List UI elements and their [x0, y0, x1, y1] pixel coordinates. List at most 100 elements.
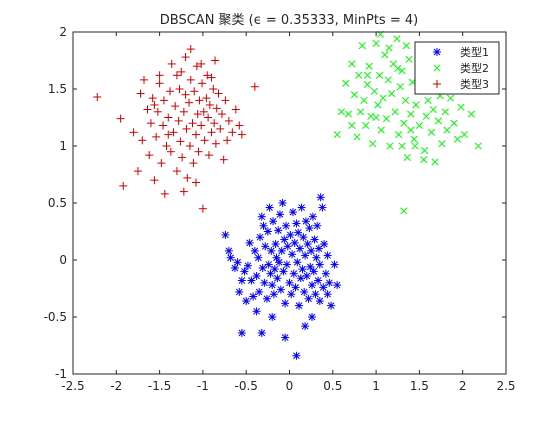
- data-point: [318, 203, 327, 212]
- data-point: [250, 246, 259, 255]
- data-point: [164, 113, 173, 122]
- data-point: [138, 136, 147, 145]
- data-point: [255, 287, 264, 296]
- data-point: [323, 251, 332, 260]
- data-point: [388, 90, 396, 98]
- data-point: [281, 333, 290, 342]
- data-point: [394, 64, 402, 73]
- data-point: [231, 105, 240, 114]
- x-tick-label: 0.5: [323, 379, 342, 393]
- data-point: [315, 297, 324, 306]
- data-point: [150, 100, 159, 109]
- data-point: [311, 290, 320, 299]
- data-point: [296, 274, 305, 283]
- x-tick-label: -1: [197, 379, 209, 393]
- legend-item: 类型2: [433, 61, 489, 75]
- data-point: [281, 299, 290, 308]
- data-point: [199, 107, 208, 116]
- data-point: [165, 87, 174, 96]
- data-point: [421, 147, 429, 155]
- y-tick-label: 1: [59, 139, 67, 153]
- data-point: [204, 151, 213, 160]
- y-tick-label: 0: [59, 253, 67, 267]
- data-point: [179, 107, 188, 116]
- legend-marker: [433, 64, 441, 72]
- data-point: [301, 322, 310, 331]
- x-tick-label: 2: [459, 379, 467, 393]
- data-point: [167, 59, 176, 68]
- data-point: [274, 226, 283, 235]
- data-point: [235, 287, 244, 296]
- data-point: [224, 246, 233, 255]
- data-point: [143, 105, 152, 114]
- x-tick-label: 2.5: [496, 379, 515, 393]
- data-point: [145, 151, 154, 160]
- legend-marker: [433, 48, 441, 56]
- data-point: [192, 62, 201, 71]
- data-point: [453, 135, 462, 143]
- data-point: [293, 258, 302, 267]
- data-point: [273, 274, 282, 283]
- data-point: [443, 126, 451, 134]
- data-point: [152, 132, 161, 141]
- data-point: [441, 108, 449, 116]
- data-point: [221, 230, 230, 239]
- data-point: [193, 110, 202, 119]
- data-point: [400, 119, 408, 127]
- data-point: [438, 140, 446, 148]
- data-point: [189, 159, 198, 168]
- data-point: [242, 297, 251, 306]
- data-point: [179, 187, 188, 196]
- axes: -2.5 -2 -1.5 -1 -0.5 0 0.5 1 1.5 2 2.5 -1 -0.5 0 0.5 1 1…: [44, 25, 516, 393]
- data-marks: [93, 30, 482, 360]
- data-point: [412, 101, 420, 109]
- data-point: [407, 110, 415, 118]
- data-point: [348, 121, 356, 130]
- data-point: [252, 271, 261, 280]
- data-point: [207, 73, 216, 82]
- data-point: [411, 142, 419, 150]
- data-point: [384, 76, 392, 84]
- data-point: [194, 147, 203, 156]
- data-point: [258, 263, 267, 272]
- data-point: [288, 250, 297, 259]
- data-point: [288, 208, 297, 217]
- chart-title: DBSCAN 聚类 (ϵ = 0.35333, MinPts = 4): [160, 13, 418, 28]
- data-point: [434, 117, 443, 125]
- data-point: [259, 221, 268, 230]
- data-point: [203, 71, 212, 80]
- data-point: [267, 246, 276, 255]
- x-tick-label: -1.5: [148, 379, 171, 393]
- data-point: [420, 156, 428, 164]
- data-point: [183, 173, 192, 182]
- data-point: [268, 281, 277, 290]
- data-point: [129, 128, 138, 137]
- data-point: [298, 265, 307, 274]
- data-point: [401, 96, 410, 104]
- data-point: [136, 89, 145, 98]
- data-point: [280, 235, 289, 244]
- data-point: [374, 101, 382, 109]
- data-point: [177, 67, 186, 76]
- data-point: [178, 153, 187, 162]
- data-point: [190, 87, 199, 96]
- data-point: [467, 110, 475, 118]
- data-point: [181, 90, 190, 99]
- data-point: [181, 53, 190, 62]
- data-point: [403, 153, 411, 161]
- data-point: [427, 128, 436, 136]
- data-point: [185, 98, 194, 107]
- data-point: [325, 278, 334, 287]
- data-point: [200, 136, 209, 145]
- data-point: [291, 283, 300, 292]
- data-point: [386, 142, 394, 150]
- data-point: [219, 155, 228, 164]
- data-point: [211, 56, 220, 65]
- data-point: [344, 110, 352, 118]
- data-point: [333, 131, 341, 139]
- data-point: [365, 62, 373, 70]
- data-point: [299, 233, 308, 242]
- data-point: [188, 119, 197, 128]
- data-point: [235, 121, 244, 130]
- data-point: [164, 130, 173, 139]
